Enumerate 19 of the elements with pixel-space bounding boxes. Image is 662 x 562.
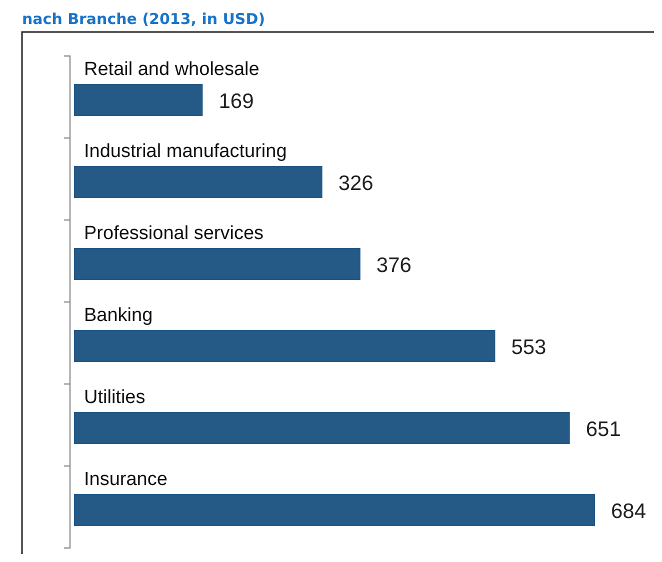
- bar: [74, 494, 595, 526]
- y-tick-label: Banking: [84, 305, 153, 326]
- chart-title: nach Branche (2013, in USD): [22, 10, 266, 28]
- y-tick-label: Utilities: [84, 387, 146, 408]
- bar: [74, 330, 496, 362]
- bar: [74, 166, 322, 198]
- y-tick-label: Retail and wholesale: [84, 59, 260, 80]
- y-tick-label: Professional services: [84, 223, 264, 244]
- data-label: 376: [376, 254, 412, 277]
- bar: [74, 412, 570, 444]
- y-tick-label: Insurance: [84, 469, 168, 490]
- y-tick-label: Industrial manufacturing: [84, 141, 287, 162]
- bar: [74, 248, 360, 280]
- data-label: 169: [218, 90, 254, 113]
- data-label: 553: [511, 336, 546, 359]
- bar: [74, 84, 203, 116]
- data-label: 326: [338, 172, 374, 195]
- data-label: 684: [611, 500, 646, 523]
- data-label: 651: [586, 418, 621, 441]
